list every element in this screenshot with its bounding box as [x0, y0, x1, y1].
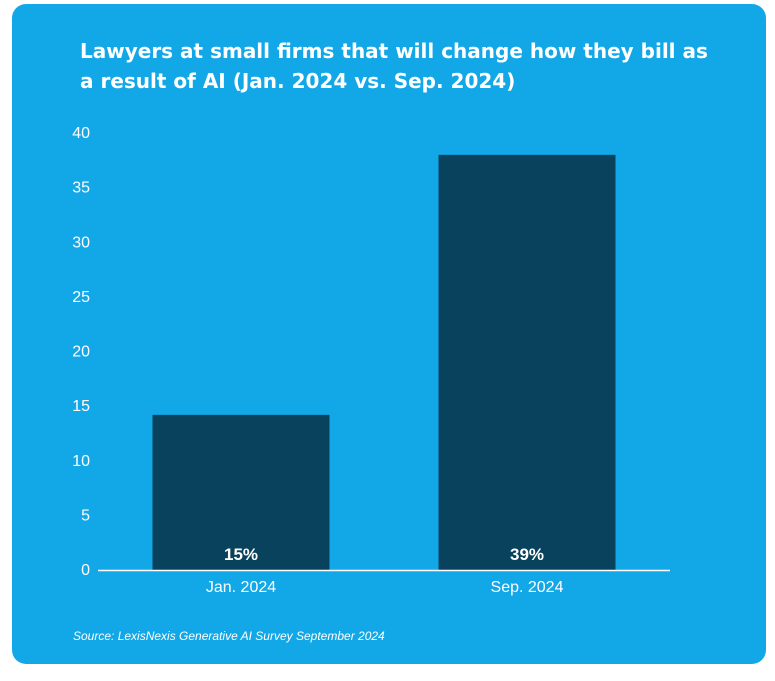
y-tick-label: 30	[72, 234, 90, 251]
y-tick-label: 40	[72, 125, 90, 142]
y-tick-label: 25	[72, 289, 90, 306]
y-tick-label: 10	[72, 453, 90, 470]
y-axis: 0 5 10 15 20 25 30 35 40	[72, 125, 90, 579]
chart-card	[12, 4, 766, 664]
bar	[438, 154, 616, 570]
y-tick-label: 15	[72, 398, 90, 415]
y-tick-label: 20	[72, 344, 90, 361]
bar	[152, 414, 330, 570]
bar-data-label: 39%	[510, 545, 544, 564]
x-tick-label: Jan. 2024	[206, 579, 276, 596]
x-axis: Jan. 2024 Sep. 2024	[206, 579, 564, 596]
x-tick-label: Sep. 2024	[491, 579, 564, 596]
y-tick-label: 35	[72, 180, 90, 197]
y-tick-label: 0	[81, 562, 90, 579]
source-note: Source: LexisNexis Generative AI Survey …	[73, 629, 385, 643]
bars: 15% 39%	[152, 154, 616, 570]
y-tick-label: 5	[81, 507, 90, 524]
chart-title: Lawyers at small firms that will change …	[80, 39, 708, 93]
bar-data-label: 15%	[224, 545, 258, 564]
